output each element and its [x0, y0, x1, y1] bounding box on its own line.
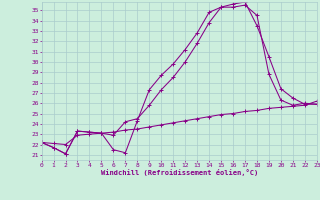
X-axis label: Windchill (Refroidissement éolien,°C): Windchill (Refroidissement éolien,°C)	[100, 169, 258, 176]
